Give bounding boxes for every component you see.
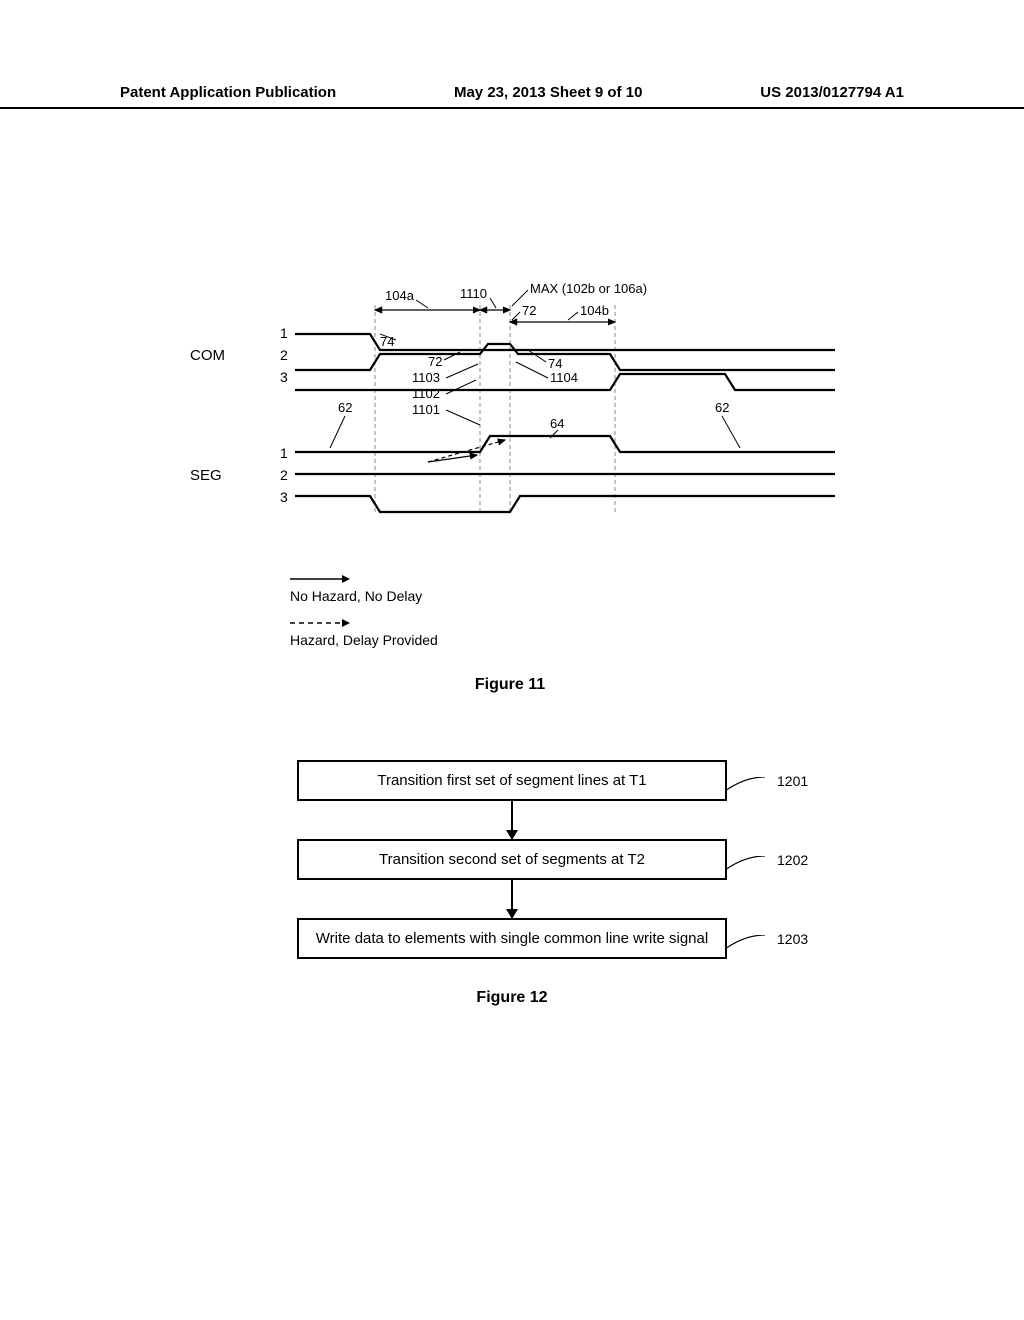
figure-11-caption: Figure 11 [180, 676, 840, 694]
ref-1103: 1103 [412, 370, 440, 385]
flow-box-text: Transition second set of segments at T2 [379, 851, 645, 868]
ref-1104: 1104 [550, 370, 578, 385]
ref-104a: 104a [385, 288, 415, 303]
header-left: Patent Application Publication [120, 84, 336, 101]
rownum: 3 [280, 369, 288, 385]
flow-box-ref: 1203 [777, 931, 808, 947]
rownum: 1 [280, 445, 288, 461]
wave-com2 [295, 344, 835, 370]
legend-dashed-label: Hazard, Delay Provided [290, 632, 840, 648]
label-com: COM [190, 347, 225, 364]
rownum: 2 [280, 347, 288, 363]
header-center: May 23, 2013 Sheet 9 of 10 [454, 84, 642, 101]
figure-12: Transition first set of segment lines at… [0, 760, 1024, 1007]
ref-1102: 1102 [412, 386, 440, 401]
figure-11: COM SEG 1 2 3 1 2 3 104a [180, 270, 840, 694]
flow-box-1202: Transition second set of segments at T2 … [297, 839, 727, 880]
ref-1110: 1110 [460, 286, 487, 301]
timing-diagram: COM SEG 1 2 3 1 2 3 104a [180, 270, 840, 540]
flow-box-text: Transition first set of segment lines at… [377, 772, 646, 789]
label-seg: SEG [190, 467, 222, 484]
ref-62b: 62 [715, 400, 729, 415]
ref-74b: 74 [548, 356, 562, 371]
legend-solid: No Hazard, No Delay [290, 570, 840, 604]
ref-104b: 104b [580, 303, 609, 318]
flow-box-1201: Transition first set of segment lines at… [297, 760, 727, 801]
leader-line [725, 777, 767, 795]
ref-1101: 1101 [412, 402, 440, 417]
flow-arrow-icon [511, 801, 513, 839]
wave-seg3 [295, 496, 835, 512]
arr-solid-seg1 [428, 455, 477, 462]
leader-line [725, 935, 767, 953]
wave-com1 [295, 334, 835, 350]
rownum: 3 [280, 489, 288, 505]
rownum: 1 [280, 325, 288, 341]
ref-72b: 72 [428, 354, 442, 369]
legend-solid-label: No Hazard, No Delay [290, 588, 840, 604]
figure-12-caption: Figure 12 [476, 989, 547, 1007]
ref-72a: 72 [522, 303, 536, 318]
flow-box-1203: Write data to elements with single commo… [297, 918, 727, 959]
wave-seg1 [295, 436, 835, 452]
flow-box-text: Write data to elements with single commo… [316, 930, 708, 947]
arrow-dashed-icon [290, 617, 350, 629]
leader-line [725, 856, 767, 874]
rownum: 2 [280, 467, 288, 483]
ref-64: 64 [550, 416, 564, 431]
header-right: US 2013/0127794 A1 [760, 84, 904, 101]
legend: No Hazard, No Delay Hazard, Delay Provid… [290, 570, 840, 648]
legend-dashed: Hazard, Delay Provided [290, 614, 840, 648]
flow-box-ref: 1201 [777, 773, 808, 789]
ref-62a: 62 [338, 400, 352, 415]
flow-arrow-icon [511, 880, 513, 918]
arrow-solid-icon [290, 573, 350, 585]
page-header: Patent Application Publication May 23, 2… [0, 84, 1024, 109]
flow-box-ref: 1202 [777, 852, 808, 868]
ref-max: MAX (102b or 106a) [530, 281, 647, 296]
